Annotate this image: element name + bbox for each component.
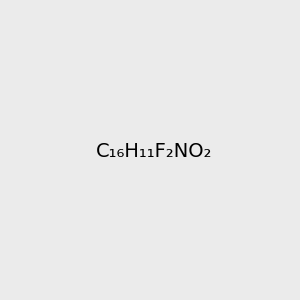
- Text: C₁₆H₁₁F₂NO₂: C₁₆H₁₁F₂NO₂: [95, 142, 212, 161]
